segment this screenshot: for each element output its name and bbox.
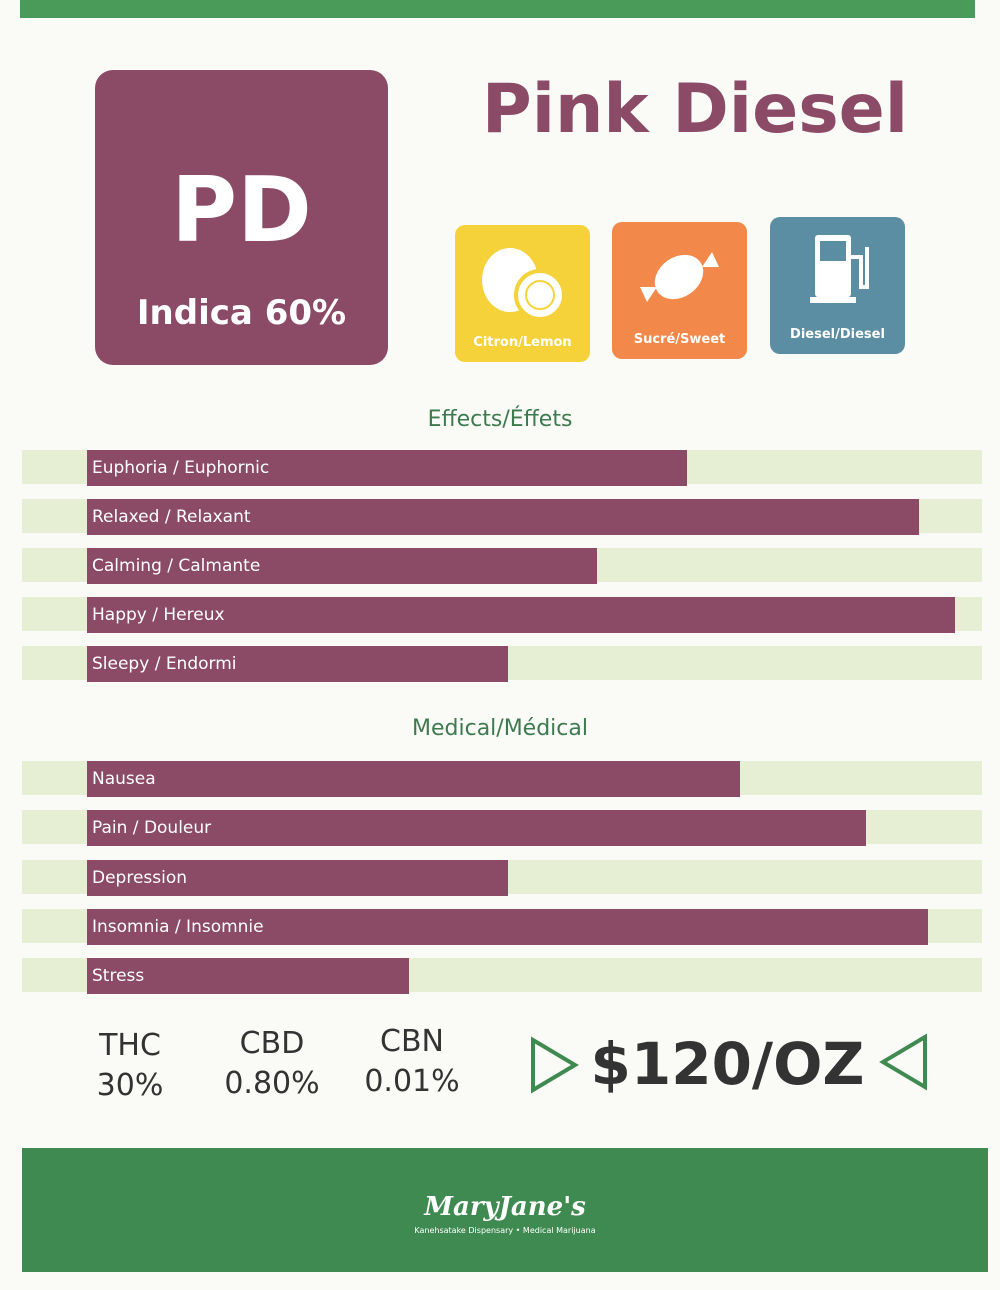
arrow-right [531,1036,579,1094]
strain-code: PD [171,158,312,263]
cannabinoid-value: 30% [96,1068,164,1103]
arrow-left [879,1033,927,1091]
bar: Euphoria / Euphornic [87,450,687,486]
flavor-label: Diesel/Diesel [790,327,885,342]
thc: THC 30% [65,1026,195,1106]
bar: Insomnia / Insomnie [87,908,929,945]
pump-icon [810,235,869,303]
effects-heading: Effects/Éffets [427,407,573,432]
bar-label: Euphoria / Euphornic [92,458,270,478]
bar: Sleepy / Endormi [87,646,508,682]
medical-heading: Medical/Médical [412,716,588,741]
product-title: Pink Diesel [481,70,909,149]
bar: Depression [87,859,508,896]
footer: MaryJane's Kanehsatake Dispensary • Medi… [22,1148,988,1272]
candy-icon [640,252,719,302]
bar: Nausea [87,761,741,797]
flavor-lemon: Citron/Lemon [455,225,590,362]
strain-badge: PD Indica 60% [95,70,388,365]
top-stripe [20,0,975,18]
bar: Stress [87,958,410,995]
cbn: CBN 0.01% [347,1022,477,1102]
brand: MaryJane's [424,1192,586,1222]
bar-label: Pain / Douleur [92,818,212,839]
bar-label: Depression [92,867,188,888]
strain-type: Indica 60% [136,293,347,333]
bar-label: Nausea [92,769,156,789]
cannabinoid-value: 0.80% [224,1066,320,1101]
flavor-sweet: Sucré/Sweet [612,222,747,359]
cannabinoid-name: CBN [380,1024,444,1059]
bar-label: Happy / Hereux [92,605,225,625]
bar: Happy / Hereux [87,597,956,633]
bar: Pain / Douleur [87,810,866,847]
cannabinoid-name: THC [99,1028,161,1063]
bar: Calming / Calmante [87,548,598,584]
bar-label: Relaxed / Relaxant [92,507,251,527]
bar-label: Stress [92,966,145,987]
flavor-label: Citron/Lemon [473,335,572,350]
bar-label: Calming / Calmante [92,556,261,576]
cannabinoid-value: 0.01% [364,1064,460,1099]
cbd: CBD 0.80% [207,1024,337,1104]
price: $120/OZ [590,1030,865,1098]
bar: Relaxed / Relaxant [87,499,920,535]
flavor-label: Sucré/Sweet [633,332,726,347]
cannabinoid-name: CBD [239,1026,305,1061]
bar-label: Sleepy / Endormi [92,654,237,674]
bar-label: Insomnia / Insomnie [92,916,264,937]
flavor-diesel: Diesel/Diesel [770,217,905,354]
tagline: Kanehsatake Dispensary • Medical Marijua… [414,1226,596,1235]
lemon-icon [482,248,566,321]
